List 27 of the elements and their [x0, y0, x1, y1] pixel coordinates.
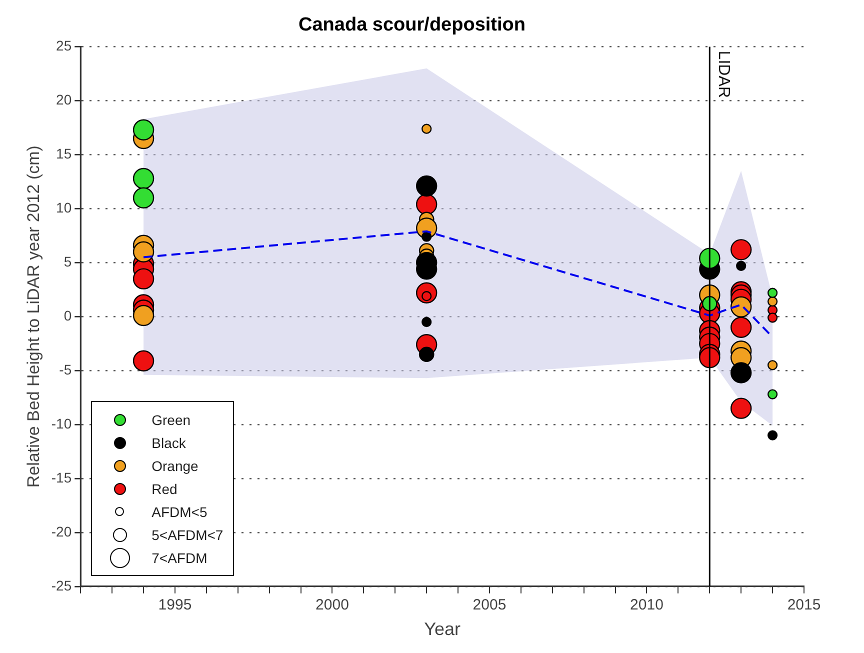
y-tick-label: 0 — [64, 307, 72, 324]
ref-line-label: LIDAR — [715, 50, 732, 98]
y-axis-title: Relative Bed Height to LiDAR year 2012 (cm) — [24, 146, 43, 488]
x-axis-title: Year — [424, 619, 461, 640]
x-tick-label: 2015 — [787, 596, 821, 614]
y-tick-label: -25 — [51, 577, 72, 594]
y-tick-label: -15 — [51, 469, 72, 486]
y-tick-label: 25 — [56, 38, 72, 54]
x-tick-label: 2010 — [630, 596, 664, 614]
y-tick-label: -5 — [59, 361, 72, 378]
legend-label: Green — [152, 412, 191, 428]
legend-label: 7<AFDM — [152, 550, 208, 566]
legend-label: Red — [152, 480, 178, 497]
x-tick-label: 2005 — [472, 596, 506, 614]
y-tick-label: 5 — [64, 254, 72, 270]
y-tick-label: 10 — [56, 200, 72, 216]
y-tick-label: -20 — [51, 523, 72, 540]
legend-label: Black — [152, 434, 186, 451]
x-tick-label: 2000 — [316, 596, 349, 614]
legend-label: AFDM<5 — [152, 504, 208, 520]
legend-label: 5<AFDM<7 — [152, 526, 224, 543]
chart-title: Canada scour/deposition — [298, 14, 526, 36]
legend-label: Orange — [152, 458, 198, 474]
x-tick-label: 1995 — [158, 596, 192, 614]
y-tick-label: -10 — [51, 415, 72, 432]
y-tick-label: 20 — [56, 92, 72, 108]
y-tick-label: 15 — [56, 146, 72, 162]
